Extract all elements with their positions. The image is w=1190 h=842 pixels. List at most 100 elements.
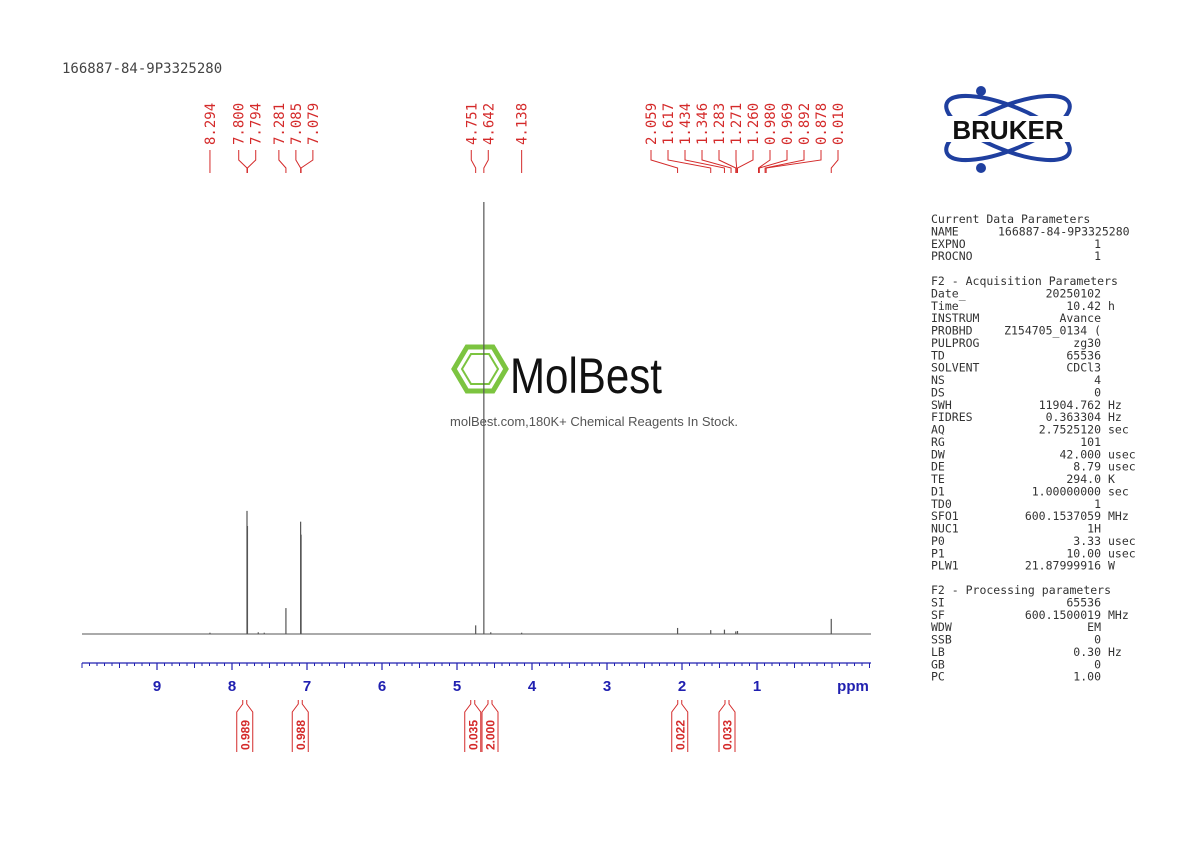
peak-label: 7.281	[272, 103, 288, 145]
peak-leader	[650, 150, 679, 173]
peak-label: 7.794	[249, 103, 265, 145]
param-unit: usec	[1108, 534, 1136, 548]
x-axis-label: ppm	[837, 678, 869, 695]
logo-text: BRUKER	[952, 115, 1063, 145]
peak-leader	[735, 150, 738, 173]
integral-label: 0.035	[466, 720, 480, 750]
peak-leader	[701, 150, 732, 173]
param-value: 8.79	[1073, 460, 1101, 474]
param-name: SI	[931, 595, 945, 609]
param-name: SSB	[931, 633, 952, 647]
param-unit: Hz	[1108, 645, 1122, 659]
param-name: EXPNO	[931, 237, 966, 251]
param-value: 65536	[1066, 348, 1101, 362]
param-value: 294.0	[1066, 472, 1101, 486]
param-value: 42.000	[1059, 447, 1101, 461]
peak-leader	[758, 150, 788, 173]
param-value: Avance	[1059, 311, 1101, 325]
param-value: 21.87999916	[1025, 559, 1101, 573]
peak-label: 1.434	[678, 103, 694, 145]
peak-label: 1.283	[712, 103, 728, 145]
integral-label: 0.022	[673, 720, 687, 750]
param-unit: MHz	[1108, 509, 1129, 523]
param-unit: usec	[1108, 546, 1136, 560]
param-unit: W	[1108, 559, 1115, 573]
param-value: 1.00000000	[1032, 484, 1101, 498]
param-name: SOLVENT	[931, 361, 980, 375]
watermark-tagline: molBest.com,180K+ Chemical Reagents In S…	[450, 414, 738, 429]
param-value: 11904.762	[1039, 398, 1101, 412]
peak-label: 1.617	[661, 103, 677, 145]
peak-label: 7.800	[232, 103, 248, 145]
peak-label: 1.271	[729, 103, 745, 145]
param-name: PC	[931, 670, 945, 684]
x-tick-label: 8	[228, 678, 236, 695]
param-name: PLW1	[931, 559, 959, 573]
watermark-icon	[460, 353, 500, 385]
param-value: EM	[1087, 620, 1101, 634]
peak-leader	[238, 150, 248, 173]
param-value: 0.30	[1073, 645, 1101, 659]
param-unit: MHz	[1108, 608, 1129, 622]
peak-label: 1.346	[695, 103, 711, 145]
param-value: 10.42	[1066, 299, 1101, 313]
peak-leader	[246, 150, 257, 173]
param-name: TD	[931, 348, 945, 362]
peak-label: 1.260	[746, 103, 762, 145]
param-value: 0	[1094, 385, 1101, 399]
peak-label: 2.059	[644, 103, 660, 145]
param-value: 0.363304	[1046, 410, 1101, 424]
param-value: 20250102	[1046, 286, 1101, 300]
peak-leader	[830, 150, 839, 173]
param-name: P0	[931, 534, 945, 548]
x-tick-label: 3	[603, 678, 611, 695]
peak-label: 0.892	[797, 103, 813, 145]
param-name: TD0	[931, 497, 952, 511]
param-name: DS	[931, 385, 945, 399]
peak-leader	[764, 150, 805, 173]
param-value: 1.00	[1073, 670, 1101, 684]
param-value: 101	[1080, 435, 1101, 449]
param-name: AQ	[931, 423, 945, 437]
param-name: PROCNO	[931, 249, 973, 263]
param-unit: sec	[1108, 423, 1129, 437]
peak-leader	[278, 150, 287, 173]
param-name: SFO1	[931, 509, 959, 523]
param-value: 166887-84-9P3325280	[998, 224, 1130, 238]
peak-label: 4.138	[515, 103, 531, 145]
param-name: SWH	[931, 398, 952, 412]
peak-label: 7.085	[289, 103, 305, 145]
integral-bracket	[291, 700, 309, 752]
param-unit: Hz	[1108, 410, 1122, 424]
param-name: P1	[931, 546, 945, 560]
param-value: 4	[1094, 373, 1101, 387]
param-name: RG	[931, 435, 945, 449]
param-value: 1	[1094, 497, 1101, 511]
x-tick-label: 4	[528, 678, 537, 695]
param-value: 0	[1094, 657, 1101, 671]
x-tick-label: 1	[753, 678, 761, 695]
param-unit: usec	[1108, 460, 1136, 474]
x-tick-label: 6	[378, 678, 386, 695]
peak-leader	[300, 150, 314, 173]
logo-dot	[976, 163, 986, 173]
watermark-brand: MolBest	[510, 348, 662, 404]
peak-label: 8.294	[203, 103, 219, 145]
integral-label: 0.033	[721, 720, 735, 750]
param-value: 65536	[1066, 595, 1101, 609]
integral-bracket	[481, 700, 499, 752]
param-name: FIDRES	[931, 410, 973, 424]
param-value: Z154705_0134 (	[1004, 324, 1101, 338]
param-name: NAME	[931, 224, 959, 238]
integral-label: 0.988	[294, 720, 308, 750]
integral-bracket	[464, 700, 482, 752]
param-value: CDCl3	[1066, 361, 1101, 375]
param-section-title: F2 - Acquisition Parameters	[931, 274, 1118, 288]
peak-label: 4.642	[481, 103, 497, 145]
logo-backdrop	[924, 116, 1092, 142]
integral-bracket	[236, 700, 254, 752]
peak-leader	[718, 150, 737, 173]
param-name: DE	[931, 460, 945, 474]
